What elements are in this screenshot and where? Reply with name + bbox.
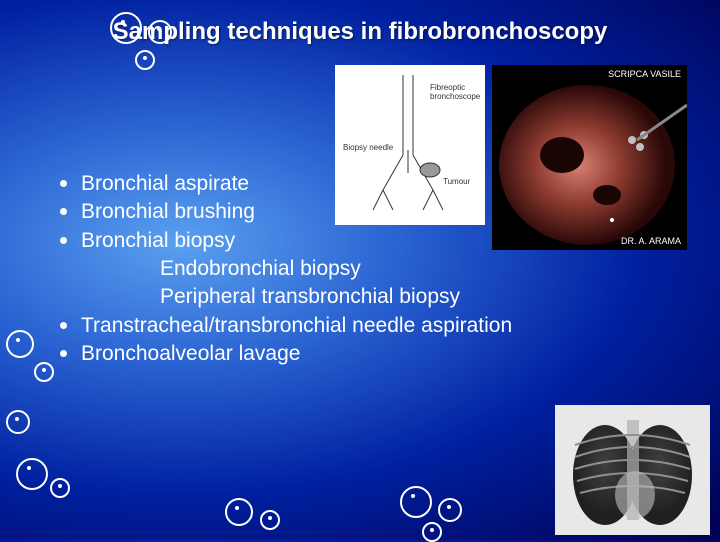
diagram-label-needle: Biopsy needle <box>343 143 393 152</box>
bullet-text: Bronchoalveolar lavage <box>81 340 300 368</box>
bullet-icon <box>60 208 67 215</box>
bullet-icon <box>60 237 67 244</box>
bullet-icon <box>60 350 67 357</box>
bubble-icon <box>148 20 172 44</box>
bullet-text: Bronchial brushing <box>81 198 255 226</box>
bubble-icon <box>135 50 155 70</box>
bubble-icon <box>260 510 280 530</box>
bullet-text: Bronchial aspirate <box>81 170 249 198</box>
bullet-item: Bronchial biopsy <box>60 227 512 255</box>
bubble-icon <box>34 362 54 382</box>
bullet-text: Transtracheal/transbronchial needle aspi… <box>81 312 512 340</box>
endoscopy-doctor-label: DR. A. ARAMA <box>621 236 681 246</box>
endoscopy-patient-label: SCRIPCA VASILE <box>608 69 681 79</box>
bullet-icon <box>60 322 67 329</box>
bubble-icon <box>6 330 34 358</box>
bubble-icon <box>16 458 48 490</box>
bullet-text: Bronchial biopsy <box>81 227 235 255</box>
bullet-item: Transtracheal/transbronchial needle aspi… <box>60 312 512 340</box>
bullet-icon <box>60 180 67 187</box>
bullet-item: Bronchial brushing <box>60 198 512 226</box>
bubble-icon <box>400 486 432 518</box>
xray-image <box>555 405 710 535</box>
bullet-item: Bronchial aspirate <box>60 170 512 198</box>
endoscopy-image: SCRIPCA VASILE DR. A. ARAMA <box>492 65 687 250</box>
bubble-icon <box>422 522 442 542</box>
bubble-icon <box>225 498 253 526</box>
bubble-icon <box>50 478 70 498</box>
diagram-label-scope: Fibreoptic bronchoscope <box>430 83 485 101</box>
bubble-icon <box>6 410 30 434</box>
bubble-icon <box>438 498 462 522</box>
bullet-subtext: Endobronchial biopsy <box>60 255 512 283</box>
bubble-icon <box>110 12 142 44</box>
slide-title: Sampling techniques in fibrobronchoscopy <box>0 0 720 46</box>
bullet-list: Bronchial aspirateBronchial brushingBron… <box>60 170 512 368</box>
bullet-subtext: Peripheral transbronchial biopsy <box>60 283 512 311</box>
bullet-item: Bronchoalveolar lavage <box>60 340 512 368</box>
